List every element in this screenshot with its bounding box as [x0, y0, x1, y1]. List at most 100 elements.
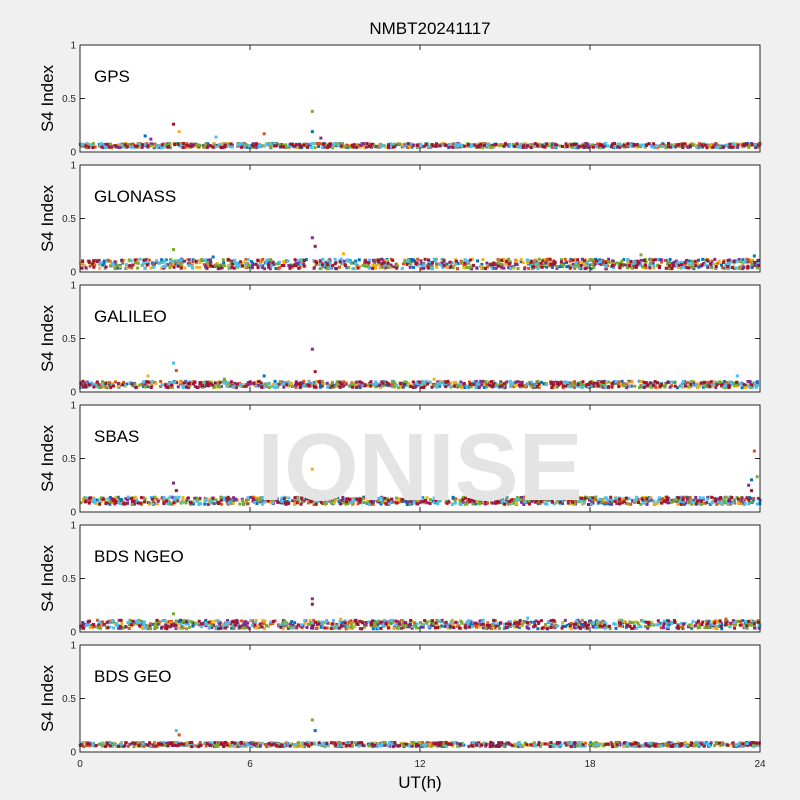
data-point [310, 498, 314, 502]
data-point [94, 384, 98, 388]
data-point [692, 265, 696, 269]
spike-point [172, 481, 175, 485]
data-point [240, 619, 244, 623]
data-point [284, 145, 288, 149]
data-point [254, 146, 258, 150]
data-point [174, 262, 178, 266]
data-point [688, 501, 692, 505]
data-point [85, 142, 89, 146]
data-point [570, 502, 574, 506]
data-point [293, 499, 297, 503]
data-point [454, 259, 458, 263]
data-point [120, 258, 124, 262]
data-point [101, 263, 105, 267]
data-point [504, 142, 508, 146]
data-point [339, 502, 343, 506]
data-point [327, 144, 331, 148]
data-point [164, 264, 168, 268]
data-point [468, 499, 472, 503]
data-point [130, 502, 134, 506]
data-point [491, 379, 495, 383]
data-point [348, 259, 352, 263]
data-point [701, 501, 705, 505]
data-point [716, 145, 720, 149]
data-point [220, 496, 224, 500]
data-point [231, 501, 235, 505]
data-point [220, 502, 224, 506]
data-point [750, 385, 754, 389]
data-point [213, 381, 217, 385]
data-point [184, 501, 188, 505]
data-point [596, 384, 600, 388]
data-point [312, 502, 316, 506]
data-point [491, 497, 495, 501]
data-point [723, 266, 727, 270]
data-point [559, 144, 563, 148]
data-point [526, 261, 530, 265]
data-point [315, 141, 319, 145]
data-point [117, 618, 121, 622]
data-point [446, 626, 450, 630]
data-point [479, 143, 483, 147]
data-point [536, 267, 540, 271]
data-point [540, 497, 544, 501]
data-point [406, 145, 410, 149]
data-point [396, 620, 400, 624]
data-point [647, 264, 651, 268]
data-point [195, 385, 199, 389]
data-point [119, 626, 123, 630]
data-point [410, 626, 414, 630]
data-point [693, 259, 697, 263]
data-point [91, 262, 95, 266]
data-point [105, 142, 109, 146]
data-point [424, 499, 428, 503]
data-point [162, 145, 166, 149]
data-point [430, 385, 434, 389]
data-point [155, 497, 159, 501]
spike-point [432, 377, 436, 381]
data-point [690, 264, 694, 268]
data-point [205, 266, 209, 270]
data-point [478, 619, 482, 623]
data-point [172, 265, 176, 269]
data-point [434, 144, 438, 148]
data-point [416, 495, 420, 499]
data-point [662, 499, 666, 503]
data-point [340, 498, 344, 502]
data-point [678, 502, 682, 506]
data-point [517, 625, 521, 629]
data-point [730, 266, 734, 270]
data-point [644, 260, 648, 264]
data-point [210, 626, 214, 630]
data-point [723, 496, 727, 500]
data-point [503, 501, 507, 505]
data-point [376, 498, 380, 502]
data-point [285, 383, 289, 387]
data-point [476, 259, 480, 263]
data-point [653, 380, 657, 384]
data-point [486, 265, 490, 269]
data-point [667, 264, 671, 268]
data-point [435, 262, 439, 266]
data-point [368, 501, 372, 505]
data-point [225, 384, 229, 388]
data-point [281, 618, 285, 622]
data-point [97, 258, 101, 262]
data-point [416, 626, 420, 630]
data-point [642, 501, 646, 505]
data-point [511, 143, 515, 147]
data-point [714, 385, 718, 389]
data-point [563, 380, 567, 384]
data-point [580, 618, 584, 622]
data-point [545, 383, 549, 387]
data-point [201, 381, 205, 385]
data-point [256, 383, 260, 387]
data-point [663, 385, 667, 389]
data-point [719, 501, 723, 505]
data-point [383, 496, 387, 500]
data-point [248, 380, 252, 384]
data-point [281, 627, 285, 631]
data-point [371, 264, 375, 268]
data-point [162, 260, 166, 264]
data-point [415, 143, 419, 147]
